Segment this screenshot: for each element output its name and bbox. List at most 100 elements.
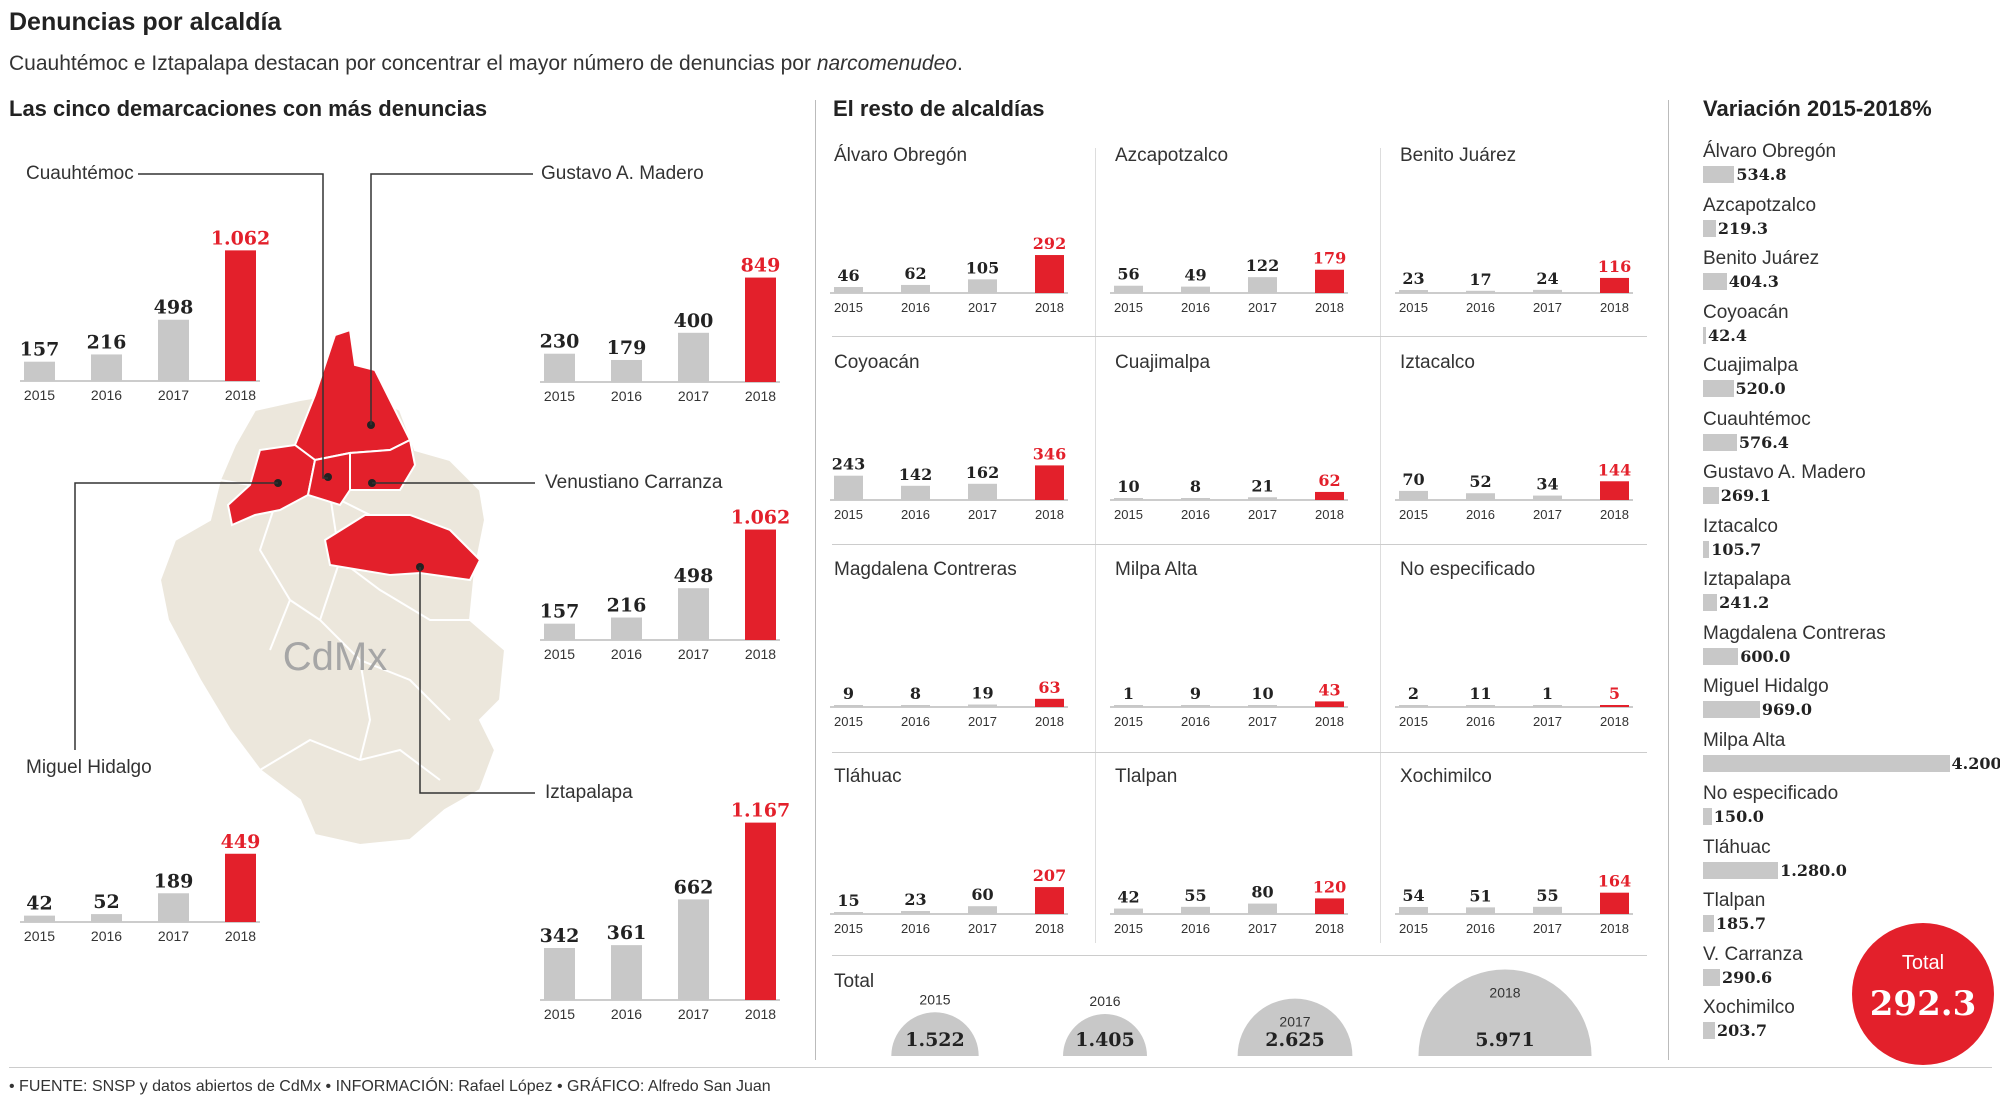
value-label-2015: 54 <box>1402 886 1424 905</box>
variation-bar <box>1703 380 1734 397</box>
bar-2017 <box>158 893 189 922</box>
value-label-2015: 42 <box>1117 888 1139 907</box>
bar-2016 <box>901 284 930 293</box>
value-label-2018: 292 <box>1033 234 1066 253</box>
bar-2018 <box>1035 465 1064 500</box>
bar-2018 <box>1600 277 1629 293</box>
year-label-2018: 2018 <box>1035 507 1064 522</box>
value-label-2017: 122 <box>1246 256 1279 275</box>
bar-2018 <box>1600 892 1629 914</box>
year-label-2016: 2016 <box>901 714 930 729</box>
year-label-2016: 2016 <box>1181 714 1210 729</box>
bar-2018 <box>1035 255 1064 293</box>
rest-name-tlahuac: Tláhuac <box>834 766 902 787</box>
bar-2015 <box>1114 908 1143 914</box>
value-label-2018: 116 <box>1598 257 1631 276</box>
total-value-2016: 1.405 <box>1075 1029 1135 1051</box>
year-label-2017: 2017 <box>968 714 997 729</box>
bar-2015 <box>544 353 575 382</box>
year-label-2018: 2018 <box>745 646 776 662</box>
variation-name: Cuajimalpa <box>1703 355 1799 376</box>
bar-2017 <box>1533 289 1562 293</box>
value-label-2015: 10 <box>1117 477 1139 496</box>
value-label-2017: 80 <box>1251 883 1273 902</box>
grid-row-divider-4 <box>832 955 1647 956</box>
map-venustiano-carranza <box>349 438 417 491</box>
total-year-2017: 2017 <box>1279 1014 1310 1030</box>
year-label-2015: 2015 <box>544 1006 575 1022</box>
bar-2017 <box>1533 705 1562 707</box>
year-label-2015: 2015 <box>1114 714 1143 729</box>
value-label-2015: 157 <box>20 339 59 361</box>
variation-value: 520.0 <box>1735 379 1786 398</box>
variation-name: Gustavo A. Madero <box>1703 462 1866 483</box>
total-value-2017: 2.625 <box>1265 1029 1325 1051</box>
year-label-2015: 2015 <box>1114 921 1143 936</box>
bar-2015 <box>1399 705 1428 707</box>
variation-bar <box>1703 861 1779 879</box>
value-label-2016: 23 <box>904 890 926 909</box>
total-value-2015: 1.522 <box>905 1029 965 1051</box>
variation-name: Magdalena Contreras <box>1703 622 1886 644</box>
variation-name: Milpa Alta <box>1703 729 1786 751</box>
bar-2018 <box>745 822 776 1000</box>
bar-2015 <box>834 475 863 500</box>
value-label-2016: 52 <box>1469 472 1491 491</box>
subtitle-italic: narcomenudeo <box>816 52 957 75</box>
year-label-2018: 2018 <box>225 387 256 403</box>
chart-iztapalapa: 342 2015 361 2016 662 2017 1.167 2018 <box>540 800 790 1022</box>
value-label-2015: 1 <box>1123 684 1134 703</box>
variation-value: 185.7 <box>1715 914 1766 933</box>
bar-2015 <box>834 705 863 707</box>
bar-2016 <box>1466 907 1495 914</box>
bar-2017 <box>1248 497 1277 500</box>
leader-cuauhtemoc <box>138 173 328 479</box>
value-label-2016: 17 <box>1469 270 1491 289</box>
variation-value: 150.0 <box>1713 807 1764 826</box>
rest-name-xochimilco: Xochimilco <box>1400 766 1492 787</box>
year-label-2017: 2017 <box>678 388 709 404</box>
bar-2016 <box>1466 705 1495 707</box>
variation-bar <box>1703 273 1727 290</box>
year-label-2016: 2016 <box>1181 300 1210 315</box>
value-label-2017: 55 <box>1536 886 1558 905</box>
subtitle-end: . <box>956 52 963 75</box>
total-variation-label: Total <box>1901 952 1945 974</box>
bar-2018 <box>1315 898 1344 914</box>
year-label-2017: 2017 <box>1248 921 1277 936</box>
rest-name-tlalpan: Tlalpan <box>1115 766 1178 787</box>
page-title: Denuncias por alcaldía <box>9 8 282 36</box>
variation-value: 241.2 <box>1719 593 1770 612</box>
rest-name-iztacalco: Iztacalco <box>1400 352 1475 373</box>
total-variation-circle <box>1852 923 1994 1065</box>
year-label-2015: 2015 <box>834 300 863 315</box>
variation-value: 269.1 <box>1720 486 1771 505</box>
year-label-2017: 2017 <box>1533 300 1562 315</box>
year-label-2018: 2018 <box>1035 714 1064 729</box>
subtitle-text: Cuauhtémoc e Iztapalapa destacan por con… <box>9 52 817 75</box>
bar-2017 <box>1248 705 1277 707</box>
variation-name: Tláhuac <box>1703 836 1771 858</box>
value-label-2016: 142 <box>899 465 932 484</box>
value-label-2018: 1.062 <box>731 507 790 529</box>
year-label-2018: 2018 <box>1600 714 1629 729</box>
value-label-2018: 849 <box>741 255 781 277</box>
variation-value: 219.3 <box>1717 218 1768 238</box>
bar-2018 <box>225 250 256 381</box>
value-label-2016: 51 <box>1469 886 1491 905</box>
bar-2017 <box>678 899 709 1000</box>
year-label-2016: 2016 <box>611 646 642 662</box>
top5-label-venustiano-carranza: Venustiano Carranza <box>545 472 723 493</box>
variation-value: 105.7 <box>1711 539 1762 559</box>
top5-label-gam: Gustavo A. Madero <box>541 163 704 184</box>
year-label-2016: 2016 <box>901 921 930 936</box>
bar-2016 <box>901 705 930 707</box>
year-label-2015: 2015 <box>1114 300 1143 315</box>
bar-2017 <box>678 332 709 382</box>
year-label-2018: 2018 <box>1035 300 1064 315</box>
year-label-2017: 2017 <box>158 387 189 403</box>
value-label-2015: 230 <box>540 331 579 353</box>
chart-iztacalco: 70 2015 52 2016 34 2017 144 2018 <box>1395 460 1633 522</box>
year-label-2015: 2015 <box>1399 921 1428 936</box>
variation-name: Benito Juárez <box>1703 248 1820 269</box>
